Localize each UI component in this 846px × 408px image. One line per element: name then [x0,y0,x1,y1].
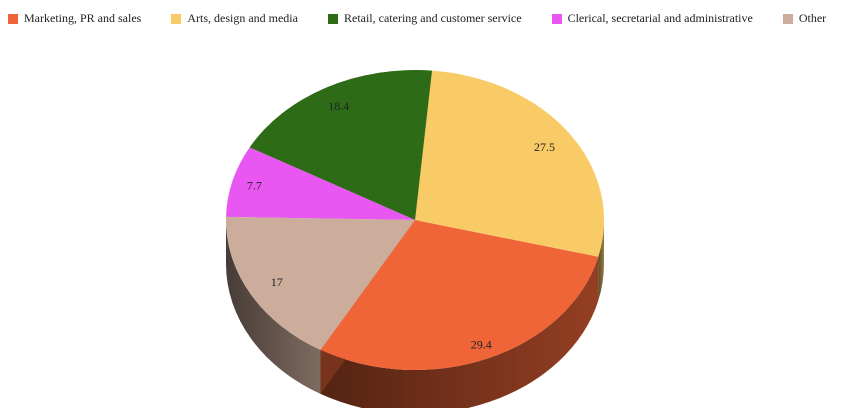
slice-value-label: 18.4 [328,99,349,113]
slice-retail-catering-and-customer-service[interactable] [249,70,432,221]
slice-arts-design-and-media[interactable] [415,70,605,257]
legend-item-other[interactable]: Other [782,11,827,26]
legend-label: Other [798,11,827,25]
legend-item-retail-catering-and-customer-service[interactable]: Retail, catering and customer service [327,11,522,26]
legend-swatch [8,13,18,24]
slice-value-label: 7.7 [247,179,262,193]
legend-swatch [171,13,182,24]
chart-legend: Marketing, PR and sales Arts, design and … [8,11,826,26]
legend-swatch [782,13,793,24]
pie-tops [225,70,605,370]
slice-value-label: 17 [271,275,283,289]
slice-marketing-pr-and-sales[interactable] [320,220,599,370]
slice-side-other [226,220,321,394]
legend-item-clerical-secretarial-and-administrative[interactable]: Clerical, secretarial and administrative [551,11,753,26]
legend-swatch [551,13,562,24]
slice-clerical-secretarial-and-administrative[interactable] [226,147,415,220]
slice-side-marketing-pr-and-sales [320,256,599,408]
slice-value-label: 27.5 [534,140,555,154]
legend-label: Marketing, PR and sales [24,11,142,25]
slice-side-arts-design-and-media [598,220,604,301]
legend-item-marketing-pr-and-sales[interactable]: Marketing, PR and sales [8,11,141,26]
legend-item-arts-design-and-media[interactable]: Arts, design and media [171,11,298,26]
pie-sides [226,220,604,408]
legend-swatch [327,13,338,24]
slice-other[interactable] [225,216,415,350]
legend-label: Arts, design and media [187,11,298,25]
pie-labels: 29.4 27.5 18.4 7.7 17 [247,99,555,351]
slice-value-label: 29.4 [471,337,492,351]
legend-label: Retail, catering and customer service [343,11,522,25]
legend-label: Clerical, secretarial and administrative [567,11,753,25]
